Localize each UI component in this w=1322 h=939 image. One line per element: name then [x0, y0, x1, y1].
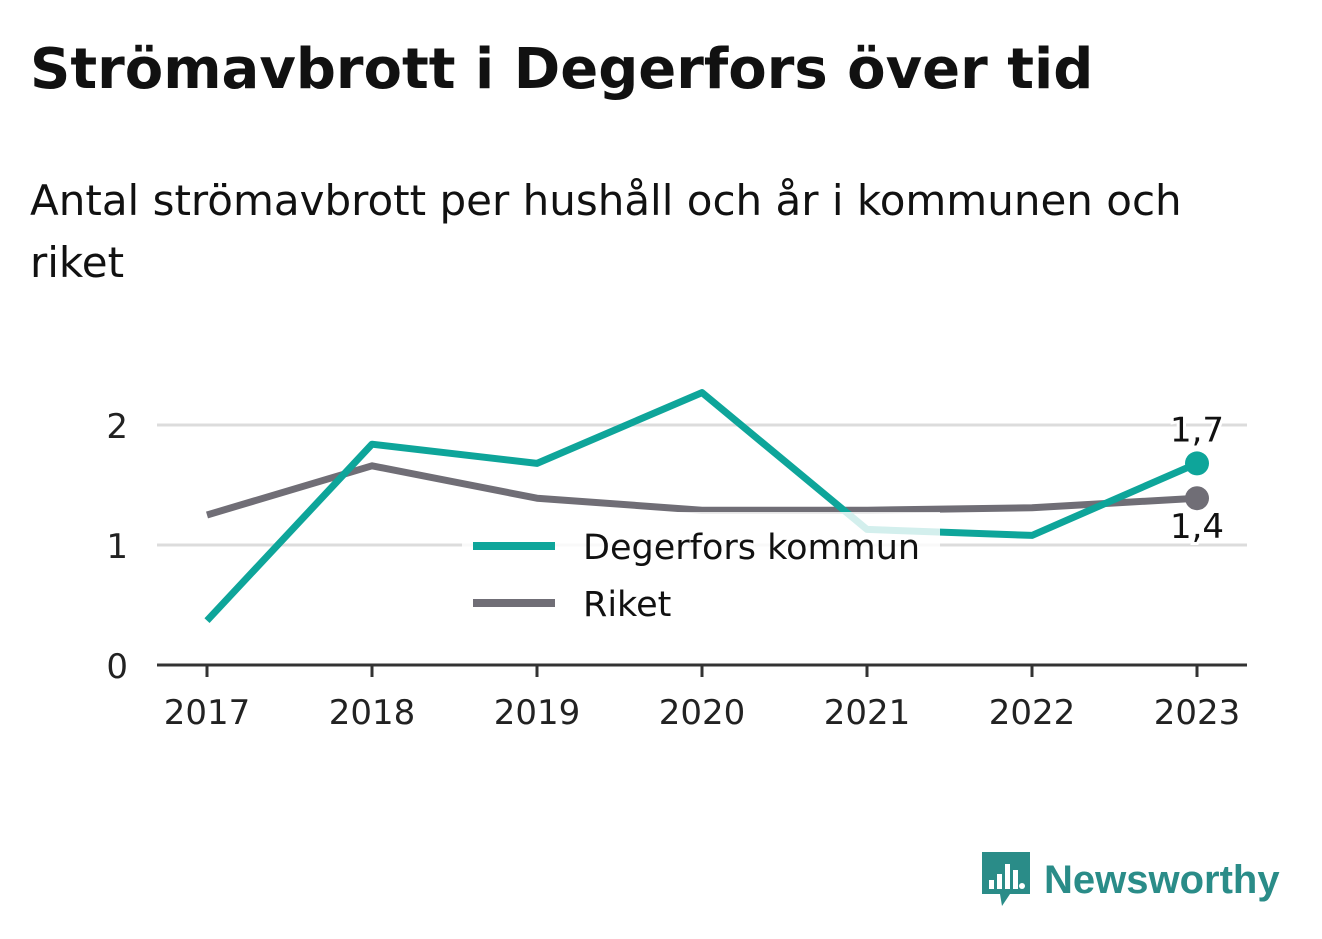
legend-label: Degerfors kommun	[583, 528, 920, 568]
chart-title: Strömavbrott i Degerfors över tid	[30, 37, 1094, 102]
end-point-riket	[1185, 486, 1209, 511]
y-tick-label: 0	[106, 647, 128, 687]
legend-background	[462, 512, 940, 636]
series-line-riket	[205, 462, 1198, 519]
end-point-degerfors	[1185, 451, 1209, 476]
brand-name: Newsworthy	[1044, 857, 1280, 902]
y-tick-label: 2	[106, 407, 128, 447]
end-label-riket: 1,4	[1170, 507, 1224, 547]
x-tick-label: 2021	[824, 693, 911, 733]
legend-label: Riket	[583, 585, 671, 625]
x-tick-label: 2019	[494, 693, 581, 733]
series-line-degerfors	[204, 389, 1199, 623]
x-tick-label: 2017	[164, 693, 251, 733]
y-tick-label: 1	[106, 527, 128, 567]
chart-subtitle: Antal strömavbrott per hushåll och år i …	[30, 176, 1182, 287]
bar-chart-speech-bubble-icon	[982, 852, 1030, 906]
x-tick-label: 2022	[989, 693, 1076, 733]
x-tick-label: 2020	[659, 693, 746, 733]
end-label-degerfors: 1,7	[1170, 410, 1224, 450]
x-tick-label: 2023	[1154, 693, 1241, 733]
x-tick-label: 2018	[329, 693, 416, 733]
newsworthy-logo: Newsworthy	[980, 848, 1290, 912]
